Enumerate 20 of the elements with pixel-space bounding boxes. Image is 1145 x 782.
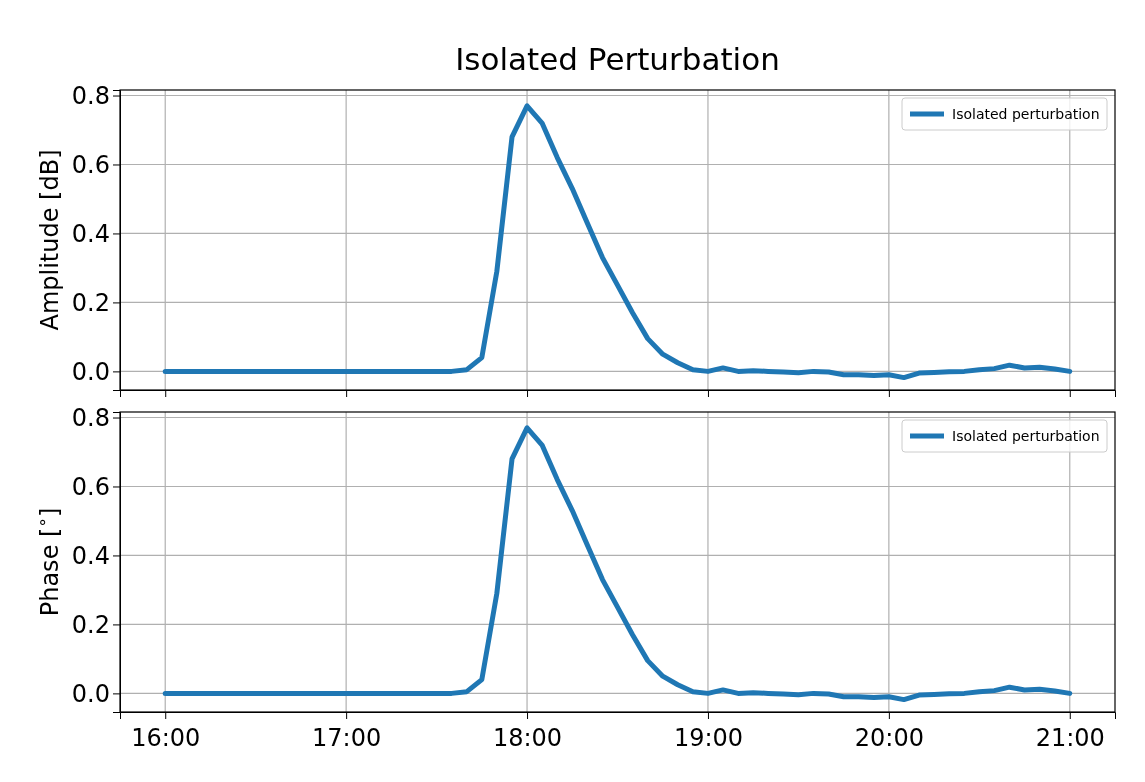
y-tick-label: 0.6 <box>71 473 110 502</box>
y-tick-label: 0.4 <box>71 542 110 571</box>
x-tick-label: 21:00 <box>1035 724 1105 752</box>
legend-label: Isolated perturbation <box>952 106 1100 122</box>
x-tick-label: 17:00 <box>312 724 382 752</box>
y-axis-title: Amplitude [dB] <box>36 149 64 331</box>
x-tick-label: 19:00 <box>673 724 744 752</box>
y-tick-label: 0.0 <box>71 358 110 387</box>
y-tick-label: 0.8 <box>71 404 110 433</box>
y-tick-label: 0.2 <box>71 611 110 640</box>
y-tick-label: 0.6 <box>71 151 110 180</box>
x-tick-label: 20:00 <box>854 724 924 752</box>
chart-title: Isolated Perturbation <box>455 41 780 77</box>
y-tick-label: 0.4 <box>71 220 110 249</box>
legend-label: Isolated perturbation <box>952 428 1100 444</box>
y-tick-label: 0.2 <box>71 289 110 318</box>
y-tick-label: 0.0 <box>71 680 110 709</box>
y-tick-label: 0.8 <box>71 82 110 111</box>
x-tick-label: 16:00 <box>131 724 201 752</box>
x-tick-label: 18:00 <box>492 724 563 752</box>
